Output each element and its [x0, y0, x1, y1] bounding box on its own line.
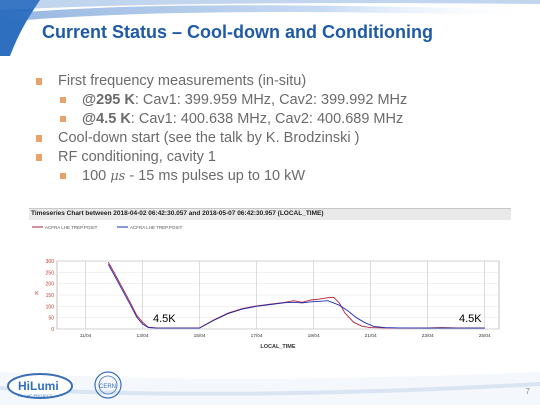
sub-bullet-marker-icon	[60, 97, 66, 103]
footer-band	[0, 352, 540, 405]
x-tick-label: 13/04	[137, 333, 149, 339]
x-tick-label: 21/04	[365, 333, 377, 339]
x-tick-label: 25/04	[479, 333, 491, 339]
x-tick-label: 17/04	[251, 333, 263, 339]
sub-bullet-item: 100 μs - 15 ms pulses up to 10 kW	[36, 167, 526, 186]
y-tick-label: 300	[46, 259, 55, 265]
chart-plot: ACFRA LHE TREP.POSIT ACFRA LHE TREP.POSIT…	[32, 225, 500, 350]
bullet-marker-icon	[36, 154, 42, 161]
bullet-text: RF conditioning, cavity 1	[58, 149, 216, 165]
x-tick-label: 23/04	[422, 333, 434, 339]
sub-bullet-text: - 15 ms pulses up to 10 kW	[125, 168, 306, 184]
cern-logo-text: CERN	[99, 384, 116, 390]
bullet-item: First frequency measurements (in-situ)	[36, 72, 526, 91]
y-tick-label: 250	[46, 270, 55, 276]
sub-bullet-prefix: @295 K	[82, 92, 135, 108]
legend-entry: ACFRA LHE TREP.POSIT	[130, 225, 183, 230]
bullet-marker-icon	[36, 78, 42, 85]
sub-bullet-item: @4.5 K: Cav1: 400.638 MHz, Cav2: 400.689…	[36, 110, 526, 129]
chart-title: Timeseries Chart between 2018-04-02 06:4…	[31, 210, 324, 217]
y-tick-label: 150	[46, 293, 55, 299]
hilumi-logo-subtext: HL-LHC PROJECT	[18, 393, 53, 398]
bullet-list: First frequency measurements (in-situ) @…	[36, 72, 526, 186]
sub-bullet-pre: 100	[82, 168, 111, 184]
bullet-item: RF conditioning, cavity 1	[36, 148, 526, 167]
series-line	[107, 264, 485, 329]
bullet-text: First frequency measurements (in-situ)	[58, 73, 307, 89]
sub-bullet-prefix: @4.5 K	[82, 111, 131, 127]
bullet-text: Cool-down start (see the talk by K. Brod…	[58, 130, 360, 146]
sub-bullet-marker-icon	[60, 173, 66, 179]
x-tick-label: 15/04	[194, 333, 206, 339]
y-tick-label: 50	[48, 316, 54, 322]
x-axis-label: LOCAL_TIME	[260, 344, 295, 350]
y-tick-label: 100	[46, 304, 55, 310]
sub-bullet-marker-icon	[60, 116, 66, 122]
footer-logos: HiLumi HL-LHC PROJECT CERN	[4, 364, 144, 404]
hilumi-logo-text: HiLumi	[18, 379, 59, 393]
chart-header: Timeseries Chart between 2018-04-02 06:4…	[29, 209, 511, 220]
bullet-item: Cool-down start (see the talk by K. Brod…	[36, 129, 526, 148]
header-band: Current Status – Cool-down and Condition…	[0, 0, 540, 56]
footer-swoosh	[0, 372, 540, 405]
y-tick-label: 200	[46, 282, 55, 288]
bullet-marker-icon	[36, 135, 42, 142]
timeseries-chart: Timeseries Chart between 2018-04-02 06:4…	[29, 208, 511, 353]
header-swoosh	[0, 0, 540, 56]
sub-bullet-text: : Cav1: 399.959 MHz, Cav2: 399.992 MHz	[134, 92, 408, 108]
x-tick-label: 19/04	[308, 333, 320, 339]
annotation-label: 4.5K	[459, 313, 482, 325]
sub-bullet-text: : Cav1: 400.638 MHz, Cav2: 400.689 MHz	[130, 111, 404, 127]
slide-title: Current Status – Cool-down and Condition…	[42, 22, 433, 42]
hilumi-logo-icon: HiLumi HL-LHC PROJECT CERN	[7, 371, 122, 399]
x-tick-label: 11/04	[80, 333, 92, 339]
annotation-label: 4.5K	[153, 313, 176, 325]
y-tick-label: 0	[51, 327, 54, 333]
sub-bullet-mu: μs	[110, 169, 126, 184]
sub-bullet-item: @295 K: Cav1: 399.959 MHz, Cav2: 399.992…	[36, 91, 526, 110]
legend-entry: ACFRA LHE TREP.POSIT	[45, 225, 98, 230]
y-axis-label: K	[35, 291, 39, 297]
page-number: 7	[525, 387, 530, 396]
